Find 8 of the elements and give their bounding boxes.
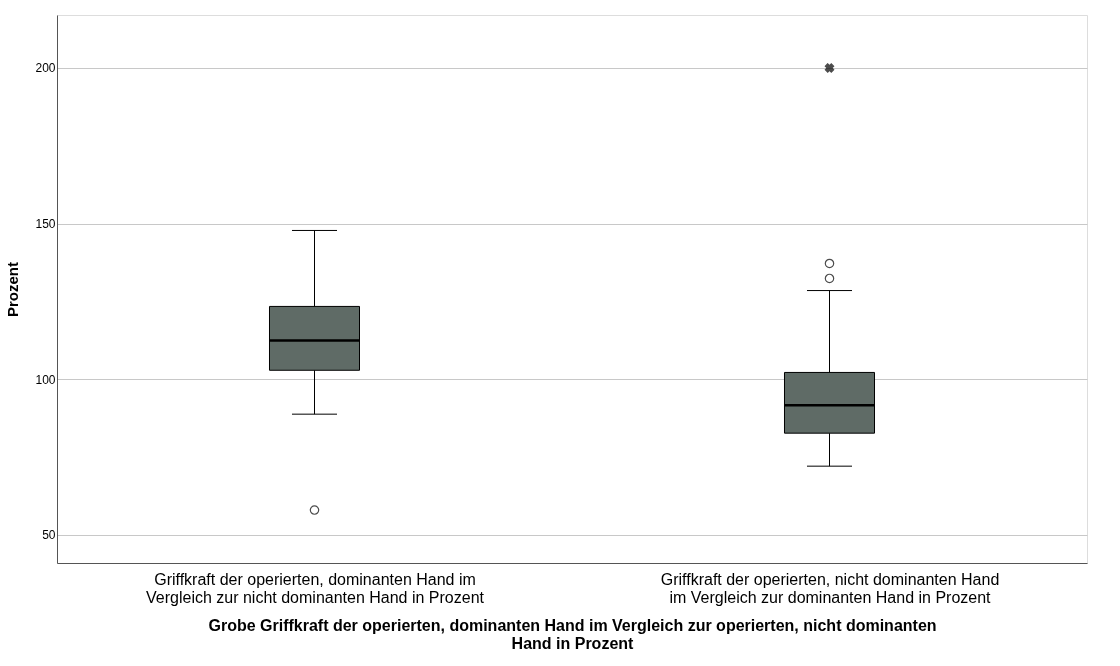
y-tick-label: 50: [42, 528, 56, 543]
y-tick-label: 150: [35, 217, 56, 232]
y-tick-label: 100: [35, 372, 56, 387]
x-tick-label: Griffkraft der operierten, dominanten Hand im Vergleich zur nicht dominanten Hand in Prozent: [146, 570, 485, 606]
x-tick-label: Griffkraft der operierten, nicht dominanten Hand im Vergleich zur dominanten Hand in Prozent: [660, 570, 1000, 606]
x-axis-title: Grobe Griffkraft der operierten, dominanten Hand im Vergleich zur operierten, nicht dominanten Hand in Prozent: [208, 616, 937, 652]
y-tick-label: 200: [35, 61, 56, 76]
y-axis-title: Prozent: [4, 261, 22, 318]
